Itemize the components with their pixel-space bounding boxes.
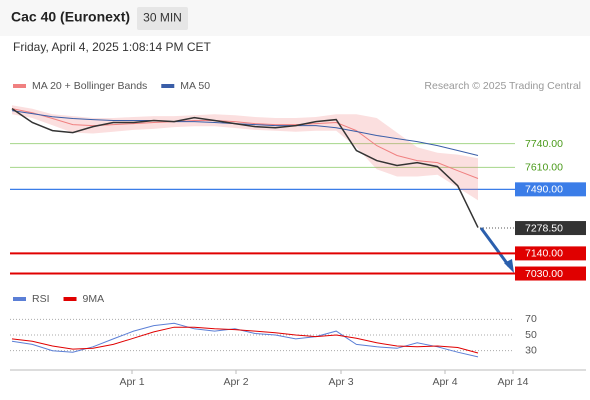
legend-label: MA 20 + Bollinger Bands bbox=[32, 80, 147, 92]
level-label: 7490.00 bbox=[525, 184, 563, 196]
level-label: 7740.00 bbox=[525, 138, 563, 150]
level-tag bbox=[515, 246, 586, 261]
copyright: Research © 2025 Trading Central bbox=[424, 80, 581, 92]
bollinger-band bbox=[12, 105, 478, 201]
legend-swatch bbox=[63, 297, 77, 301]
level-tag bbox=[515, 182, 586, 197]
legend-swatch bbox=[13, 297, 26, 301]
series-line bbox=[11, 322, 479, 358]
forecast-arrowhead bbox=[504, 259, 514, 273]
interval-label[interactable]: 30 MIN bbox=[143, 11, 182, 25]
y-tick-label: 30 bbox=[525, 344, 537, 356]
legend-swatch bbox=[161, 84, 175, 88]
legend-label: MA 50 bbox=[180, 80, 210, 92]
timestamp: Friday, April 4, 2025 1:08:14 PM CET bbox=[13, 40, 212, 54]
price-line bbox=[11, 107, 479, 228]
title: Cac 40 (Euronext) bbox=[11, 9, 130, 25]
x-tick-label: Apr 3 bbox=[328, 376, 353, 388]
y-tick-label: 70 bbox=[525, 313, 537, 325]
last-price-tag bbox=[515, 221, 586, 236]
level-tag bbox=[515, 266, 586, 281]
x-tick-label: Apr 1 bbox=[119, 376, 144, 388]
y-tick-label: 50 bbox=[525, 329, 537, 341]
last-price-label: 7278.50 bbox=[525, 222, 563, 234]
forecast-arrow bbox=[479, 227, 511, 267]
level-label: 7030.00 bbox=[525, 268, 563, 280]
level-label: 7610.00 bbox=[525, 162, 563, 174]
series-line bbox=[11, 108, 479, 179]
legend-label: 9MA bbox=[83, 293, 105, 305]
legend-label: RSI bbox=[32, 293, 50, 305]
x-tick-label: Apr 14 bbox=[498, 376, 529, 388]
level-label: 7140.00 bbox=[525, 248, 563, 260]
series-line bbox=[11, 110, 479, 156]
interval-button[interactable] bbox=[137, 7, 188, 30]
header-bar bbox=[0, 0, 590, 36]
x-tick-label: Apr 4 bbox=[432, 376, 457, 388]
x-tick-label: Apr 2 bbox=[223, 376, 248, 388]
legend-swatch bbox=[13, 84, 26, 88]
series-line bbox=[11, 326, 479, 354]
